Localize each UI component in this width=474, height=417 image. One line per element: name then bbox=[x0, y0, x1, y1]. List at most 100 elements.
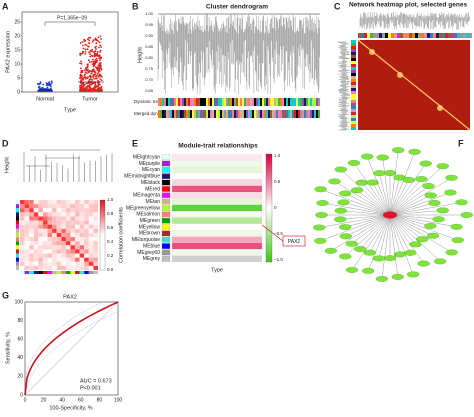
color-stripe bbox=[351, 58, 356, 61]
point bbox=[98, 57, 100, 60]
color-stripe bbox=[278, 98, 281, 106]
heatmap-cell bbox=[47, 232, 53, 238]
color-stripe bbox=[16, 204, 19, 209]
color-stripe bbox=[388, 33, 391, 38]
heatmap-cell bbox=[33, 216, 39, 221]
point bbox=[97, 84, 100, 87]
axes-box bbox=[21, 11, 119, 93]
point bbox=[49, 87, 52, 90]
color-stripe bbox=[228, 110, 231, 118]
heatmap-cell bbox=[61, 265, 66, 270]
reference-line bbox=[24, 301, 119, 396]
node bbox=[383, 255, 397, 262]
heatmap-cell bbox=[93, 228, 98, 233]
color-stripe bbox=[451, 33, 454, 38]
edge bbox=[389, 214, 457, 227]
panel-label: G bbox=[2, 290, 9, 300]
heatmap-cell bbox=[29, 216, 34, 221]
point bbox=[99, 87, 101, 90]
heatmap-cell bbox=[56, 200, 62, 205]
color-stripe bbox=[296, 98, 299, 106]
color-stripe bbox=[176, 98, 179, 106]
point bbox=[84, 87, 87, 90]
heatmap-cell bbox=[47, 261, 53, 266]
heatmap-cell bbox=[88, 200, 94, 205]
module-swatch bbox=[161, 243, 171, 249]
heatmap-cell bbox=[38, 237, 43, 242]
annotation: P=1.365e−09 bbox=[57, 15, 87, 21]
edge bbox=[389, 214, 458, 241]
edge bbox=[353, 162, 391, 216]
x-axis-label: 100-Specificity, % bbox=[49, 405, 92, 411]
point bbox=[97, 36, 100, 39]
color-stripe bbox=[304, 110, 307, 118]
color-stripe bbox=[268, 110, 271, 118]
heatmap-cell bbox=[42, 220, 48, 225]
y-tick-label: 10 bbox=[14, 61, 20, 67]
node bbox=[409, 241, 422, 248]
heatmap-cell bbox=[84, 257, 89, 262]
color-stripe bbox=[16, 261, 19, 266]
heatmap-cell bbox=[70, 257, 76, 262]
color-stripe bbox=[186, 110, 189, 118]
color-stripe bbox=[198, 98, 201, 106]
point bbox=[44, 90, 47, 92]
heatmap-cell bbox=[61, 200, 66, 205]
row-label: MEgreen bbox=[140, 218, 161, 224]
heatmap-cell bbox=[61, 257, 66, 262]
x-tick-label: 100 bbox=[114, 397, 123, 403]
row-label: MEmidnightblue bbox=[124, 174, 160, 180]
heatmap-cell bbox=[88, 216, 94, 221]
heatmap-cell bbox=[88, 253, 94, 258]
heatmap-cell bbox=[52, 261, 57, 266]
heatmap-cell bbox=[24, 220, 30, 225]
color-stripe bbox=[236, 110, 239, 118]
row-label: MEcyan bbox=[142, 167, 160, 173]
heatmap-cell bbox=[79, 216, 85, 221]
heatmap-cell bbox=[70, 245, 76, 250]
color-stripe bbox=[314, 98, 317, 106]
trait-cell bbox=[171, 160, 263, 167]
point bbox=[92, 58, 94, 61]
point bbox=[48, 83, 51, 85]
color-stripe bbox=[162, 98, 165, 106]
point bbox=[84, 52, 86, 55]
color-stripe bbox=[210, 110, 213, 118]
heatmap-cell bbox=[47, 241, 53, 246]
heatmap-cell bbox=[75, 253, 80, 258]
color-stripe bbox=[164, 98, 167, 106]
color-stripe bbox=[168, 98, 171, 106]
edge bbox=[379, 173, 391, 216]
heatmap-cell bbox=[75, 249, 80, 254]
heatmap-cell bbox=[38, 253, 43, 258]
color-stripe bbox=[20, 271, 25, 274]
point bbox=[89, 76, 92, 79]
point bbox=[83, 38, 85, 41]
panel-label: A bbox=[2, 1, 9, 11]
color-stripe bbox=[248, 110, 251, 118]
point bbox=[80, 69, 83, 72]
color-stripe bbox=[178, 110, 181, 118]
point bbox=[93, 55, 96, 58]
heatmap-cell bbox=[79, 200, 85, 205]
edge bbox=[389, 214, 441, 262]
color-stripe bbox=[170, 110, 173, 118]
heatmap-cell bbox=[79, 241, 85, 246]
color-stripe bbox=[421, 33, 424, 38]
heatmap-cell bbox=[33, 237, 39, 242]
color-stripe bbox=[351, 61, 356, 64]
point bbox=[81, 76, 84, 78]
y-tick-label: 25 bbox=[14, 19, 20, 25]
heatmap-cell bbox=[65, 237, 71, 242]
color-stripe bbox=[176, 110, 179, 118]
heatmap-cell bbox=[56, 265, 62, 270]
color-stripe bbox=[351, 115, 356, 118]
node bbox=[350, 187, 364, 194]
x-tick-label: 80 bbox=[97, 397, 103, 403]
heatmap-cell bbox=[75, 241, 80, 246]
color-stripe bbox=[230, 98, 233, 106]
heatmap-cell bbox=[42, 228, 48, 233]
heatmap-cell bbox=[61, 237, 66, 242]
color-stripe bbox=[208, 110, 211, 118]
edge bbox=[351, 214, 391, 271]
